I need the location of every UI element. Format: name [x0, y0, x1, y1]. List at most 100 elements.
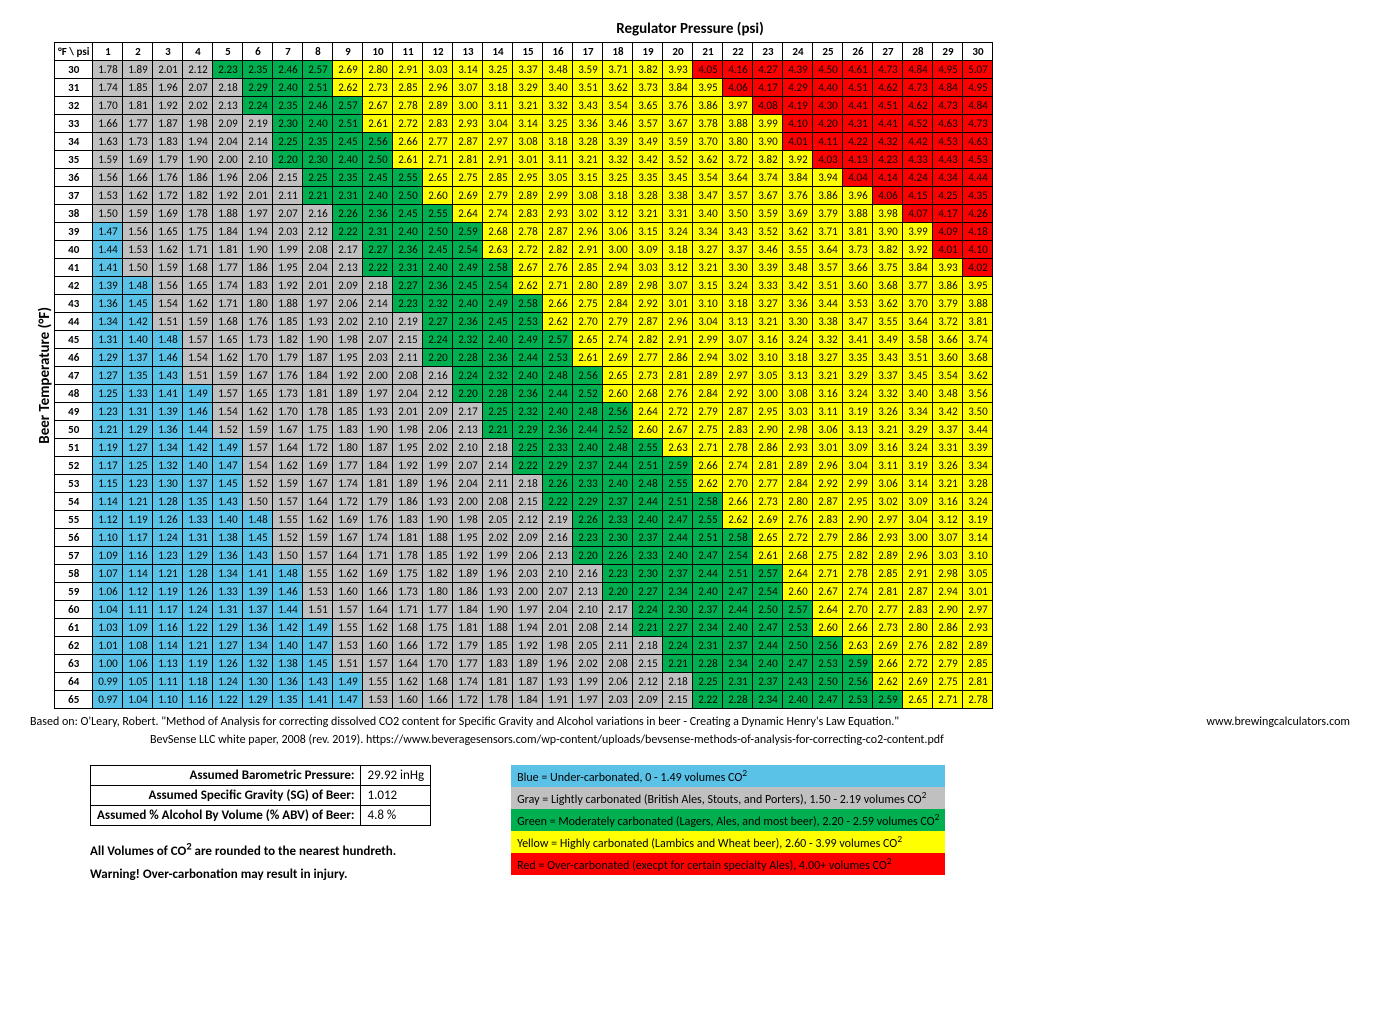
- temp-header: 64: [55, 673, 93, 691]
- data-cell: 3.27: [813, 349, 843, 367]
- data-cell: 2.30: [303, 151, 333, 169]
- data-cell: 1.86: [453, 583, 483, 601]
- data-cell: 1.88: [273, 295, 303, 313]
- data-cell: 1.78: [93, 61, 123, 79]
- temp-header: 38: [55, 205, 93, 223]
- data-cell: 2.59: [453, 223, 483, 241]
- data-cell: 1.56: [123, 223, 153, 241]
- table-row: 421.391.481.561.651.741.831.922.012.092.…: [55, 277, 993, 295]
- temp-header: 37: [55, 187, 93, 205]
- data-cell: 2.24: [453, 367, 483, 385]
- data-cell: 2.50: [363, 151, 393, 169]
- data-cell: 2.81: [963, 673, 993, 691]
- data-cell: 2.57: [333, 97, 363, 115]
- data-cell: 1.97: [573, 691, 603, 709]
- data-cell: 2.00: [363, 367, 393, 385]
- data-cell: 2.55: [393, 169, 423, 187]
- data-cell: 3.70: [693, 133, 723, 151]
- data-cell: 3.82: [873, 241, 903, 259]
- data-cell: 3.24: [963, 493, 993, 511]
- temp-header: 42: [55, 277, 93, 295]
- data-cell: 4.53: [963, 151, 993, 169]
- data-cell: 2.11: [603, 637, 633, 655]
- data-cell: 1.85: [483, 637, 513, 655]
- temp-header: 51: [55, 439, 93, 457]
- data-cell: 3.32: [603, 151, 633, 169]
- psi-header: 30: [963, 43, 993, 61]
- data-cell: 2.44: [603, 457, 633, 475]
- data-cell: 2.13: [543, 547, 573, 565]
- data-cell: 4.51: [873, 97, 903, 115]
- data-cell: 2.83: [423, 115, 453, 133]
- data-cell: 1.84: [303, 367, 333, 385]
- data-cell: 1.50: [93, 205, 123, 223]
- data-cell: 2.15: [633, 655, 663, 673]
- data-cell: 2.04: [453, 475, 483, 493]
- data-cell: 1.86: [243, 259, 273, 277]
- data-cell: 1.88: [213, 205, 243, 223]
- data-cell: 3.00: [603, 241, 633, 259]
- data-cell: 1.92: [453, 547, 483, 565]
- data-cell: 3.52: [753, 223, 783, 241]
- data-cell: 3.50: [723, 205, 753, 223]
- data-cell: 2.44: [663, 529, 693, 547]
- data-cell: 3.52: [663, 151, 693, 169]
- data-cell: 1.16: [123, 547, 153, 565]
- data-cell: 1.75: [393, 565, 423, 583]
- data-cell: 3.21: [513, 97, 543, 115]
- table-row: 541.141.211.281.351.431.501.571.641.721.…: [55, 493, 993, 511]
- data-cell: 1.60: [363, 637, 393, 655]
- data-cell: 1.72: [453, 691, 483, 709]
- data-cell: 1.50: [273, 547, 303, 565]
- data-cell: 3.09: [633, 241, 663, 259]
- data-cell: 1.32: [243, 655, 273, 673]
- data-cell: 2.53: [813, 655, 843, 673]
- psi-header: 17: [573, 43, 603, 61]
- data-cell: 2.06: [513, 547, 543, 565]
- data-cell: 2.26: [603, 547, 633, 565]
- data-cell: 2.02: [333, 313, 363, 331]
- data-cell: 2.62: [873, 673, 903, 691]
- data-cell: 1.43: [243, 547, 273, 565]
- data-cell: 2.92: [633, 295, 663, 313]
- data-cell: 2.34: [693, 619, 723, 637]
- temp-header: 52: [55, 457, 93, 475]
- data-cell: 2.27: [633, 583, 663, 601]
- table-row: 471.271.351.431.511.591.671.761.841.922.…: [55, 367, 993, 385]
- data-cell: 3.86: [813, 187, 843, 205]
- data-cell: 2.18: [363, 277, 393, 295]
- data-cell: 4.07: [903, 205, 933, 223]
- temp-header: 33: [55, 115, 93, 133]
- data-cell: 1.97: [303, 295, 333, 313]
- psi-header: 12: [423, 43, 453, 61]
- data-cell: 1.36: [213, 547, 243, 565]
- data-cell: 1.98: [393, 421, 423, 439]
- table-row: 591.061.121.191.261.331.391.461.531.601.…: [55, 583, 993, 601]
- data-cell: 2.62: [543, 313, 573, 331]
- data-cell: 3.54: [933, 367, 963, 385]
- data-cell: 3.39: [753, 259, 783, 277]
- data-cell: 1.34: [213, 565, 243, 583]
- data-cell: 2.67: [513, 259, 543, 277]
- data-cell: 2.36: [363, 205, 393, 223]
- table-row: 601.041.111.171.241.311.371.441.511.571.…: [55, 601, 993, 619]
- data-cell: 3.28: [573, 133, 603, 151]
- data-cell: 2.51: [303, 79, 333, 97]
- data-cell: 3.21: [633, 205, 663, 223]
- data-cell: 2.20: [273, 151, 303, 169]
- data-cell: 4.62: [873, 79, 903, 97]
- data-cell: 2.91: [903, 565, 933, 583]
- data-cell: 2.12: [633, 673, 663, 691]
- data-cell: 3.05: [753, 367, 783, 385]
- data-cell: 3.37: [933, 421, 963, 439]
- data-cell: 2.47: [723, 583, 753, 601]
- data-cell: 2.86: [933, 619, 963, 637]
- data-cell: 3.03: [933, 547, 963, 565]
- table-row: 551.121.191.261.331.401.481.551.621.691.…: [55, 511, 993, 529]
- data-cell: 3.14: [963, 529, 993, 547]
- data-cell: 2.40: [723, 619, 753, 637]
- data-cell: 3.27: [693, 241, 723, 259]
- data-cell: 1.64: [393, 655, 423, 673]
- data-cell: 2.45: [363, 169, 393, 187]
- data-cell: 2.13: [573, 583, 603, 601]
